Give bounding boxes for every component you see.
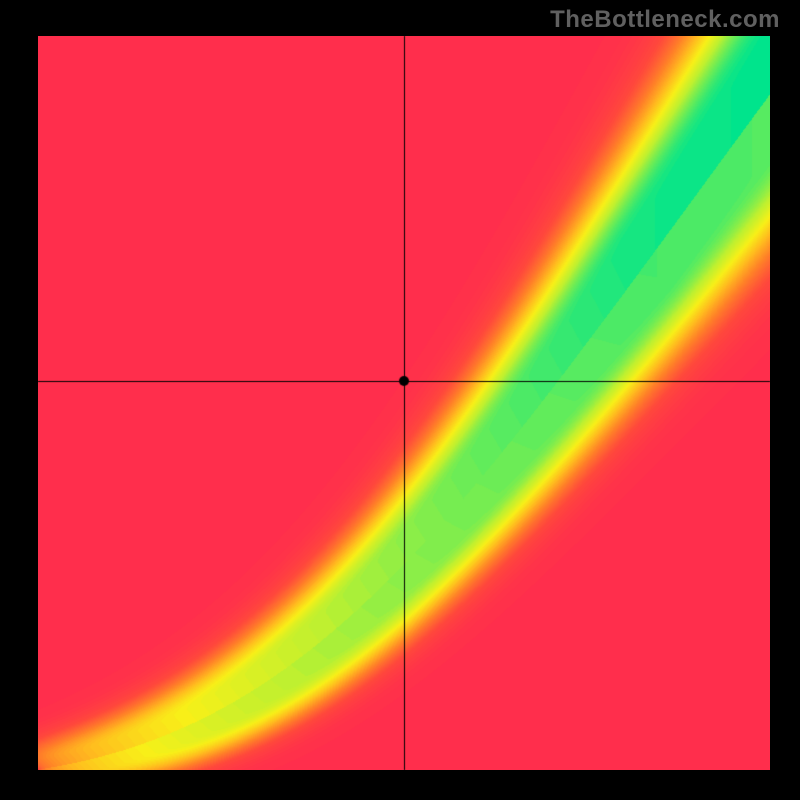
watermark-text: TheBottleneck.com bbox=[550, 6, 780, 34]
crosshair-overlay bbox=[0, 0, 800, 800]
chart-container: { "watermark": "TheBottleneck.com", "can… bbox=[0, 0, 800, 800]
